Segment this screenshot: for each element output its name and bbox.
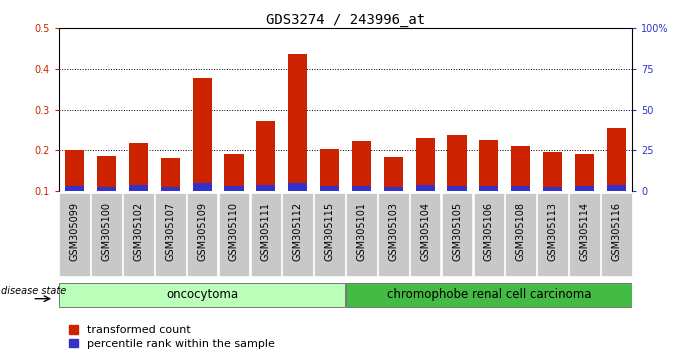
Text: GSM305105: GSM305105: [452, 201, 462, 261]
Text: GSM305100: GSM305100: [102, 201, 111, 261]
Text: GSM305101: GSM305101: [357, 201, 366, 261]
Text: GSM305115: GSM305115: [325, 201, 334, 261]
Text: GSM305108: GSM305108: [515, 201, 526, 261]
Bar: [288, 54, 307, 191]
FancyBboxPatch shape: [346, 193, 377, 276]
Bar: [161, 187, 180, 191]
Bar: [129, 185, 148, 191]
Bar: [543, 153, 562, 191]
FancyBboxPatch shape: [59, 283, 345, 307]
Bar: [225, 186, 243, 191]
FancyBboxPatch shape: [473, 193, 504, 276]
FancyBboxPatch shape: [601, 193, 632, 276]
Bar: [543, 187, 562, 191]
FancyBboxPatch shape: [569, 193, 600, 276]
Text: GSM305103: GSM305103: [388, 201, 398, 261]
Text: GSM305107: GSM305107: [165, 201, 176, 261]
Bar: [320, 186, 339, 191]
Bar: [448, 186, 466, 191]
Bar: [256, 121, 276, 191]
FancyBboxPatch shape: [538, 193, 568, 276]
Text: oncocytoma: oncocytoma: [166, 288, 238, 301]
FancyBboxPatch shape: [91, 193, 122, 276]
FancyBboxPatch shape: [505, 193, 536, 276]
Bar: [97, 156, 116, 191]
Bar: [575, 186, 594, 191]
Bar: [607, 128, 626, 191]
FancyBboxPatch shape: [314, 193, 345, 276]
FancyBboxPatch shape: [251, 193, 281, 276]
Bar: [225, 154, 243, 191]
Text: GSM305099: GSM305099: [70, 201, 79, 261]
Bar: [415, 185, 435, 191]
Title: GDS3274 / 243996_at: GDS3274 / 243996_at: [266, 13, 425, 27]
Text: GSM305109: GSM305109: [197, 201, 207, 261]
Text: GSM305106: GSM305106: [484, 201, 494, 261]
Bar: [320, 149, 339, 191]
Bar: [511, 186, 530, 191]
FancyBboxPatch shape: [123, 193, 153, 276]
Bar: [575, 154, 594, 191]
Text: GSM305111: GSM305111: [261, 201, 271, 261]
FancyBboxPatch shape: [346, 283, 632, 307]
Text: GSM305112: GSM305112: [293, 201, 303, 261]
Bar: [607, 185, 626, 191]
Bar: [352, 186, 371, 191]
Bar: [193, 78, 211, 191]
Bar: [384, 187, 403, 191]
Bar: [480, 140, 498, 191]
Bar: [448, 135, 466, 191]
Bar: [97, 187, 116, 191]
Bar: [288, 183, 307, 191]
Text: GSM305114: GSM305114: [580, 201, 589, 261]
Bar: [161, 158, 180, 191]
FancyBboxPatch shape: [283, 193, 313, 276]
FancyBboxPatch shape: [218, 193, 249, 276]
Text: GSM305113: GSM305113: [547, 201, 558, 261]
Text: disease state: disease state: [1, 286, 66, 296]
FancyBboxPatch shape: [187, 193, 218, 276]
Text: GSM305102: GSM305102: [133, 201, 144, 261]
Bar: [384, 156, 403, 191]
FancyBboxPatch shape: [59, 193, 90, 276]
Bar: [65, 186, 84, 191]
FancyBboxPatch shape: [378, 193, 408, 276]
Bar: [129, 143, 148, 191]
Bar: [352, 141, 371, 191]
Text: GSM305116: GSM305116: [612, 201, 621, 261]
Bar: [256, 185, 276, 191]
Bar: [480, 186, 498, 191]
Bar: [193, 183, 211, 191]
Text: GSM305104: GSM305104: [420, 201, 430, 261]
Bar: [415, 138, 435, 191]
Bar: [511, 145, 530, 191]
FancyBboxPatch shape: [155, 193, 186, 276]
FancyBboxPatch shape: [442, 193, 473, 276]
Bar: [65, 150, 84, 191]
FancyBboxPatch shape: [410, 193, 440, 276]
Text: GSM305110: GSM305110: [229, 201, 239, 261]
Legend: transformed count, percentile rank within the sample: transformed count, percentile rank withi…: [64, 321, 279, 353]
Text: chromophobe renal cell carcinoma: chromophobe renal cell carcinoma: [387, 288, 591, 301]
